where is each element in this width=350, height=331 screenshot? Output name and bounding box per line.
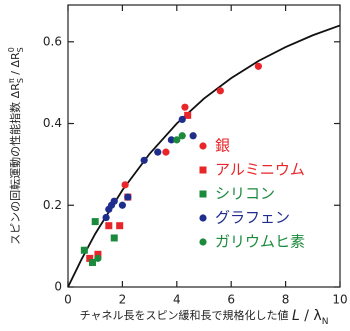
circle-point: [199, 238, 207, 246]
legend-label: ガリウムヒ素: [215, 233, 305, 251]
square-point: [91, 218, 99, 226]
legend-label: 銀: [215, 137, 230, 155]
circle-point: [178, 132, 186, 140]
square-point: [199, 190, 207, 198]
square-point: [86, 254, 94, 262]
circle-point: [121, 181, 129, 189]
circle-point: [102, 213, 110, 222]
x-axis-label-part: チャネル長をスピン緩和長で規格化した値: [80, 308, 292, 322]
square-point: [88, 258, 96, 266]
circle-point: [199, 214, 207, 222]
y-tick-label: 0.4: [43, 116, 62, 130]
y-axis-label-part: スピンの回転運動の性能指数 ΔR: [8, 83, 22, 245]
circle-point: [118, 201, 126, 209]
y-tick-label: 0.6: [43, 34, 62, 48]
legend-label: アルミニウム: [215, 161, 305, 179]
circle-point: [110, 197, 118, 205]
y-axis-label-part: 0: [7, 47, 16, 52]
circle-point: [254, 62, 262, 70]
y-tick-label: 0: [54, 280, 62, 294]
x-axis-label: チャネル長をスピン緩和長で規格化した値 L / λN: [80, 308, 329, 327]
square-point: [116, 222, 124, 230]
y-tick-label: 0.2: [43, 198, 62, 212]
x-axis-label-part: N: [322, 317, 329, 327]
fit-curve: [67, 24, 341, 288]
x-tick-label: 2: [119, 293, 127, 307]
circle-point: [124, 193, 132, 201]
circle-point: [94, 254, 102, 262]
x-tick-label: 6: [227, 293, 235, 307]
circle-point: [140, 156, 148, 164]
x-axis-label-part: L: [292, 308, 300, 324]
circle-point: [199, 142, 207, 150]
legend-label: シリコン: [215, 185, 275, 203]
circle-point: [154, 148, 162, 156]
y-axis-label-part: π: [7, 78, 16, 83]
x-tick-label: 10: [332, 293, 347, 307]
plot-frame: [67, 4, 341, 288]
circle-point: [189, 132, 197, 140]
x-axis-label-part: / λ: [300, 308, 322, 324]
x-tick-label: 4: [173, 293, 181, 307]
circle-point: [167, 136, 175, 144]
square-point: [184, 111, 192, 119]
y-axis-label-part: S: [16, 47, 25, 52]
x-tick-label: 0: [64, 293, 72, 307]
y-axis-label-part: / ΔR: [9, 52, 22, 78]
square-point: [105, 222, 113, 230]
circle-point: [173, 136, 181, 144]
square-point: [199, 166, 207, 174]
square-point: [110, 234, 118, 242]
circle-point: [216, 87, 224, 95]
circle-point: [162, 148, 170, 156]
x-tick-label: 8: [282, 293, 290, 307]
square-point: [94, 250, 102, 258]
square-point: [80, 246, 88, 254]
y-axis-label: スピンの回転運動の性能指数 ΔRSπ / ΔRS0: [7, 47, 25, 245]
legend-label: グラフェン: [215, 209, 290, 227]
circle-point: [178, 115, 186, 124]
circle-point: [181, 103, 189, 111]
y-axis-label-part: S: [16, 78, 25, 83]
